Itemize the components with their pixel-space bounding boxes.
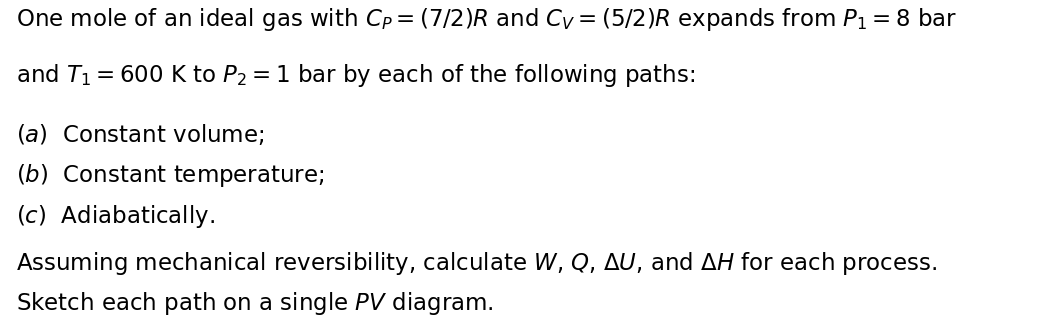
Text: Sketch each path on a single $PV$ diagram.: Sketch each path on a single $PV$ diagra… bbox=[16, 290, 493, 317]
Text: $(b)$  Constant temperature;: $(b)$ Constant temperature; bbox=[16, 162, 325, 189]
Text: Assuming mechanical reversibility, calculate $W$, $Q$, $\Delta U$, and $\Delta H: Assuming mechanical reversibility, calcu… bbox=[16, 250, 937, 277]
Text: One mole of an ideal gas with $C_P = (7/2)R$ and $C_V = (5/2)R$ expands from $P_: One mole of an ideal gas with $C_P = (7/… bbox=[16, 6, 957, 33]
Text: $(c)$  Adiabatically.: $(c)$ Adiabatically. bbox=[16, 203, 215, 230]
Text: and $T_1 = 600$ K to $P_2 = 1$ bar by each of the following paths:: and $T_1 = 600$ K to $P_2 = 1$ bar by ea… bbox=[16, 62, 696, 89]
Text: $(a)$  Constant volume;: $(a)$ Constant volume; bbox=[16, 122, 265, 147]
